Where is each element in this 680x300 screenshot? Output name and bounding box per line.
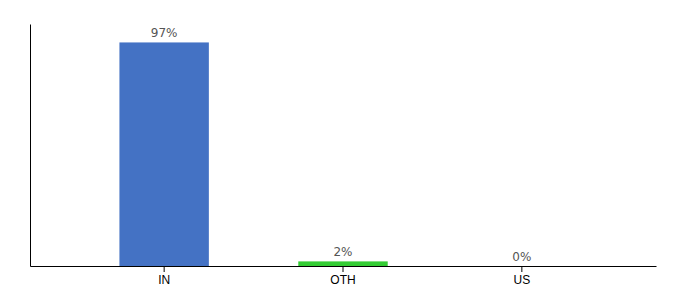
- y-axis-line: [30, 25, 31, 267]
- x-tick: OTH: [330, 266, 355, 287]
- y-axis: [30, 25, 31, 267]
- data-label: 0%: [512, 250, 531, 264]
- x-tick-label: IN: [158, 273, 170, 287]
- data-label: 2%: [333, 245, 352, 259]
- x-tick-mark: [521, 266, 522, 272]
- data-label: 97%: [151, 26, 178, 40]
- bars: [119, 42, 387, 266]
- bar: [119, 42, 208, 266]
- x-tick-mark: [164, 266, 165, 272]
- x-tick-label: OTH: [330, 273, 355, 287]
- x-tick: IN: [158, 266, 170, 287]
- bar: [298, 261, 387, 266]
- x-tick-mark: [343, 266, 344, 272]
- x-tick-label: US: [514, 273, 531, 287]
- chart: IN OTH US 97% 2% 0%: [0, 0, 680, 300]
- data-labels: 97% 2% 0%: [151, 26, 532, 264]
- x-axis: IN OTH US: [31, 266, 657, 287]
- plot: IN OTH US 97% 2% 0%: [31, 25, 657, 287]
- bar: [477, 266, 566, 267]
- x-tick: US: [514, 266, 531, 287]
